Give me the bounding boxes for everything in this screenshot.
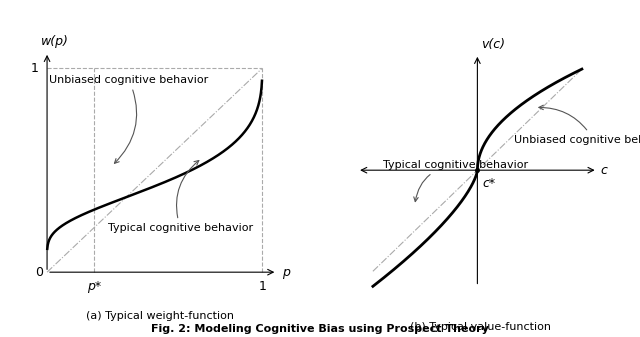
Text: Typical cognitive behavior: Typical cognitive behavior — [108, 160, 253, 233]
Text: Unbiased cognitive behavior: Unbiased cognitive behavior — [514, 105, 640, 145]
Text: (b) Typical value-function: (b) Typical value-function — [410, 322, 550, 332]
Text: p: p — [282, 266, 289, 279]
Text: Fig. 2: Modeling Cognitive Bias using Prospect Theory: Fig. 2: Modeling Cognitive Bias using Pr… — [151, 324, 489, 334]
Text: 1: 1 — [259, 280, 266, 293]
Text: 1: 1 — [31, 62, 38, 75]
Text: v(c): v(c) — [481, 38, 506, 51]
Text: (a) Typical weight-function: (a) Typical weight-function — [86, 311, 234, 321]
Text: Unbiased cognitive behavior: Unbiased cognitive behavior — [49, 74, 209, 163]
Text: c: c — [601, 164, 607, 177]
Text: w(p): w(p) — [40, 35, 68, 48]
Text: Typical cognitive behavior: Typical cognitive behavior — [383, 160, 529, 202]
Text: c*: c* — [483, 177, 496, 190]
Text: 0: 0 — [35, 266, 43, 279]
Text: p*: p* — [87, 280, 102, 293]
